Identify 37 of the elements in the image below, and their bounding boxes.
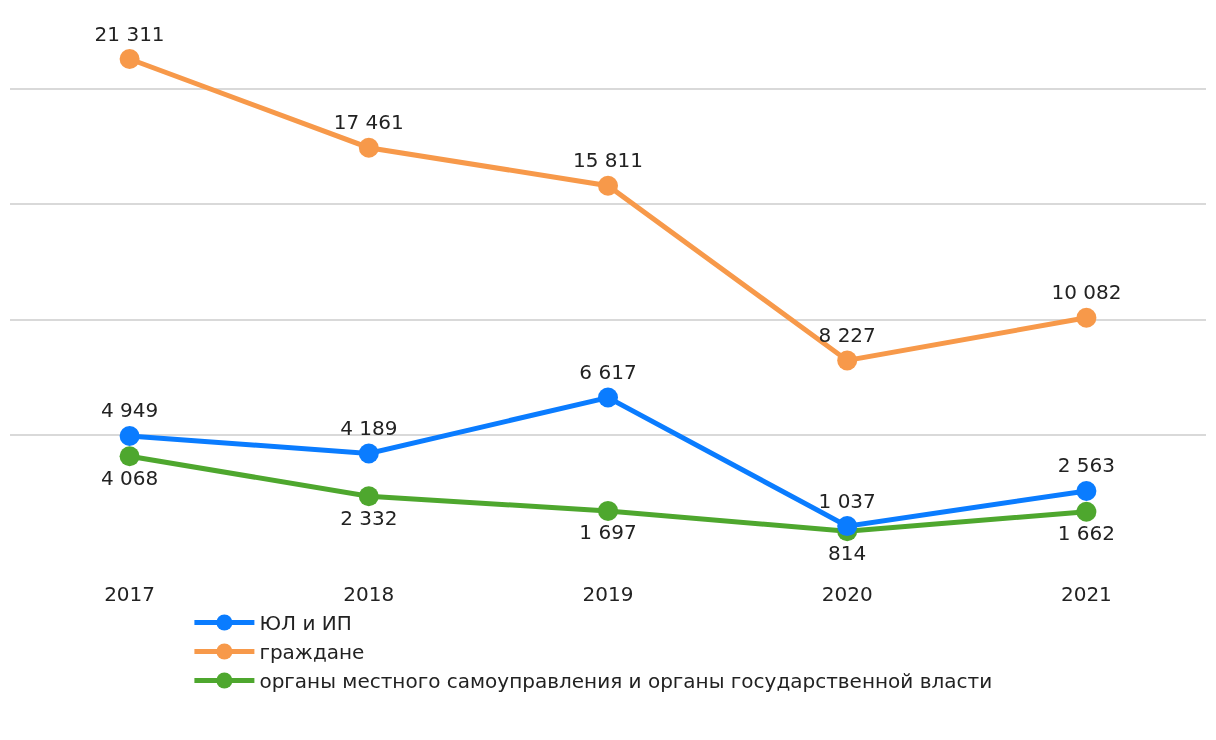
data-label: 4 068 [100,465,159,490]
x-tick-label: 2020 [821,582,873,606]
point [1076,480,1097,501]
point [837,350,858,371]
x-tick-label: 2021 [1060,582,1112,606]
data-label: 1 037 [818,488,876,513]
legend-label: органы местного самоуправления и органы государственной власти [259,669,993,694]
data-label: 1 697 [579,520,637,545]
legend-label: граждане [259,640,365,665]
x-tick-label: 2018 [343,582,395,606]
data-label: 21 311 [94,21,165,46]
data-label: 8 227 [818,322,876,347]
point [358,137,379,158]
data-label: 814 [828,540,867,565]
data-label: 10 082 [1051,280,1122,305]
x-tick-label: 2019 [582,582,634,606]
point [598,175,618,196]
point [598,387,618,408]
point [119,49,140,69]
data-label: 1 662 [1057,521,1116,546]
point [1076,307,1097,328]
point [598,500,618,521]
point [1076,501,1097,522]
data-label: 6 617 [579,360,637,385]
x-tick-label: 2017 [104,582,156,606]
point [358,443,379,464]
data-label: 4 949 [100,398,159,423]
data-label: 15 811 [573,148,643,173]
point [837,516,858,537]
legend-label: ЮЛ и ИП [259,611,352,636]
data-label: 2 332 [340,505,398,530]
point [119,446,140,467]
point [358,486,379,507]
data-label: 17 461 [333,110,404,135]
data-label: 4 189 [340,415,398,440]
data-label: 2 563 [1057,453,1116,478]
point [119,425,140,446]
